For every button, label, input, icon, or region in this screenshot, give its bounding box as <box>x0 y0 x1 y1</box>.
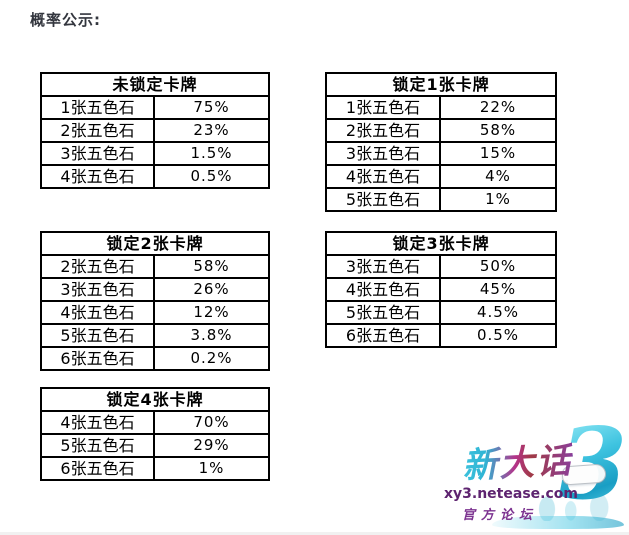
row-value: 29% <box>152 433 271 458</box>
row-value: 1% <box>438 187 558 212</box>
row-label: 1张五色石 <box>40 95 155 120</box>
logo-swirl-decoration <box>492 516 624 529</box>
row-value: 58% <box>438 118 558 143</box>
row-label: 6张五色石 <box>325 323 441 348</box>
table-header-row: 锁定3张卡牌 <box>324 231 558 256</box>
row-value: 26% <box>152 277 271 302</box>
row-label: 1张五色石 <box>325 95 441 120</box>
row-label: 4张五色石 <box>325 277 441 302</box>
logo-seal-icon <box>561 463 607 486</box>
row-label: 5张五色石 <box>40 433 155 458</box>
row-value: 1.5% <box>152 141 271 166</box>
table-row: 2张五色石 23% <box>40 118 271 143</box>
row-value: 22% <box>438 95 558 120</box>
table-row: 4张五色石 45% <box>325 277 558 302</box>
table-title: 锁定3张卡牌 <box>324 231 558 256</box>
table-row: 1张五色石 75% <box>40 95 271 120</box>
table-row: 5张五色石 4.5% <box>325 300 558 325</box>
table-row: 5张五色石 1% <box>325 187 558 212</box>
table-title: 未锁定卡牌 <box>39 72 271 97</box>
row-label: 5张五色石 <box>325 300 441 325</box>
row-label: 2张五色石 <box>40 254 155 279</box>
page-title: 概率公示: <box>30 11 101 29</box>
probability-table-unlocked: 未锁定卡牌 1张五色石 75% 2张五色石 23% 3张五色石 1.5% 4张五… <box>39 72 271 189</box>
probability-table-lock-4: 锁定4张卡牌 4张五色石 70% 5张五色石 29% 6张五色石 1% <box>39 387 271 481</box>
row-label: 4张五色石 <box>325 164 441 189</box>
row-value: 70% <box>152 410 271 435</box>
table-row: 2张五色石 58% <box>325 118 558 143</box>
row-value: 75% <box>152 95 271 120</box>
site-watermark-logo: 3 新大话 xy3.netease.com 官方论坛 <box>440 413 629 533</box>
row-label: 2张五色石 <box>40 118 155 143</box>
table-row: 2张五色石 58% <box>40 254 271 279</box>
row-label: 2张五色石 <box>325 118 441 143</box>
table-row: 5张五色石 3.8% <box>40 323 271 348</box>
table-row: 4张五色石 0.5% <box>40 164 271 189</box>
table-row: 4张五色石 12% <box>40 300 271 325</box>
row-label: 3张五色石 <box>325 254 441 279</box>
table-row: 3张五色石 50% <box>325 254 558 279</box>
row-value: 4.5% <box>438 300 558 325</box>
row-value: 50% <box>438 254 558 279</box>
table-header-row: 锁定1张卡牌 <box>324 72 558 97</box>
row-value: 0.5% <box>152 164 271 189</box>
logo-forum-label: 官方论坛 <box>462 508 539 523</box>
row-value: 15% <box>438 141 558 166</box>
row-label: 5张五色石 <box>325 187 441 212</box>
row-label: 4张五色石 <box>40 300 155 325</box>
table-row: 6张五色石 0.5% <box>325 323 558 348</box>
row-value: 12% <box>152 300 271 325</box>
row-label: 3张五色石 <box>40 141 155 166</box>
table-row: 3张五色石 15% <box>325 141 558 166</box>
table-title: 锁定4张卡牌 <box>39 387 271 412</box>
row-value: 1% <box>152 456 271 481</box>
logo-numeral-3: 3 <box>558 407 627 522</box>
table-header-row: 锁定2张卡牌 <box>39 231 271 256</box>
table-row: 1张五色石 22% <box>325 95 558 120</box>
row-value: 23% <box>152 118 271 143</box>
logo-brand-text: 新大话 <box>461 432 575 489</box>
table-row: 4张五色石 70% <box>40 410 271 435</box>
probability-table-lock-1: 锁定1张卡牌 1张五色石 22% 2张五色石 58% 3张五色石 15% 4张五… <box>324 72 558 212</box>
row-label: 3张五色石 <box>40 277 155 302</box>
row-label: 6张五色石 <box>40 346 155 371</box>
row-label: 6张五色石 <box>40 456 155 481</box>
row-value: 45% <box>438 277 558 302</box>
row-label: 4张五色石 <box>40 164 155 189</box>
table-row: 6张五色石 1% <box>40 456 271 481</box>
row-label: 4张五色石 <box>40 410 155 435</box>
table-row: 5张五色石 29% <box>40 433 271 458</box>
logo-site-url: xy3.netease.com <box>444 486 578 502</box>
row-value: 0.5% <box>438 323 558 348</box>
row-value: 0.2% <box>152 346 271 371</box>
row-label: 3张五色石 <box>325 141 441 166</box>
table-row: 3张五色石 26% <box>40 277 271 302</box>
table-row: 6张五色石 0.2% <box>40 346 271 371</box>
row-value: 4% <box>438 164 558 189</box>
logo-landscape-decoration <box>528 487 623 521</box>
probability-table-lock-3: 锁定3张卡牌 3张五色石 50% 4张五色石 45% 5张五色石 4.5% 6张… <box>324 231 558 348</box>
table-header-row: 未锁定卡牌 <box>39 72 271 97</box>
page-bottom-edge <box>0 532 629 535</box>
table-row: 3张五色石 1.5% <box>40 141 271 166</box>
probability-table-lock-2: 锁定2张卡牌 2张五色石 58% 3张五色石 26% 4张五色石 12% 5张五… <box>39 231 271 371</box>
table-row: 4张五色石 4% <box>325 164 558 189</box>
row-value: 58% <box>152 254 271 279</box>
table-title: 锁定2张卡牌 <box>39 231 271 256</box>
table-header-row: 锁定4张卡牌 <box>39 387 271 412</box>
table-title: 锁定1张卡牌 <box>324 72 558 97</box>
row-label: 5张五色石 <box>40 323 155 348</box>
row-value: 3.8% <box>152 323 271 348</box>
